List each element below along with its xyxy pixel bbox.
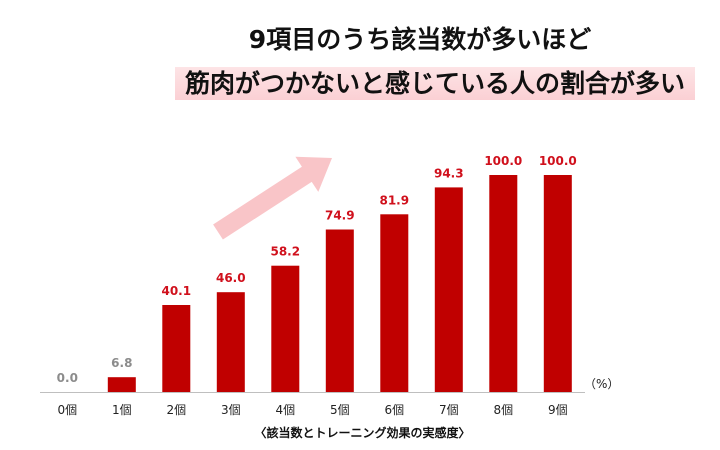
bar — [271, 265, 300, 392]
x-tick-label: 6個 — [384, 403, 404, 417]
bar-value-label: 40.1 — [161, 284, 191, 298]
bar-value-label: 94.3 — [434, 166, 464, 180]
x-tick-label: 3個 — [221, 403, 241, 417]
x-tick-label: 0個 — [57, 403, 77, 417]
bar — [216, 292, 245, 392]
bar — [543, 175, 572, 392]
bar — [162, 305, 191, 392]
bar-value-label: 46.0 — [216, 271, 246, 285]
trend-arrow-group — [213, 156, 332, 240]
bar — [434, 187, 463, 392]
x-tick-label: 8個 — [493, 403, 513, 417]
bars-group — [107, 175, 572, 392]
x-tick-label: 7個 — [439, 403, 459, 417]
bar — [489, 175, 518, 392]
unit-label: （%） — [584, 377, 620, 391]
x-tick-label: 9個 — [548, 403, 568, 417]
chart-title-line-1: 9項目のうち該当数が多いほど — [248, 25, 592, 54]
bar-value-label: 58.2 — [270, 245, 300, 259]
bar-value-label: 6.8 — [111, 356, 132, 370]
x-tick-label: 2個 — [166, 403, 186, 417]
bar-value-label: 0.0 — [57, 371, 78, 385]
chart-title-line-2: 筋肉がつかないと感じている人の割合が多い — [0, 64, 720, 100]
x-tick-labels-group: 0個 1個 2個 3個 4個 5個 6個 7個 8個 9個 — [57, 403, 567, 417]
bar — [325, 229, 354, 392]
bar-value-label: 100.0 — [539, 154, 577, 168]
bar-value-label: 74.9 — [325, 209, 355, 223]
bar — [380, 214, 409, 392]
bar-value-label: 81.9 — [379, 193, 409, 207]
x-axis-title: 〈該当数とトレーニング効果の実感度〉 — [254, 426, 471, 440]
trend-arrow — [213, 156, 332, 240]
value-labels-group: 0.0 6.8 40.1 46.0 58.2 74.9 81.9 94.3 100.0 100.0 — [57, 154, 577, 385]
bar-value-label: 100.0 — [484, 154, 522, 168]
bar — [107, 377, 136, 392]
x-tick-label: 1個 — [112, 403, 132, 417]
chart-title-highlight: 筋肉がつかないと感じている人の割合が多い — [174, 67, 695, 100]
x-tick-label: 4個 — [275, 403, 295, 417]
x-tick-label: 5個 — [330, 403, 350, 417]
